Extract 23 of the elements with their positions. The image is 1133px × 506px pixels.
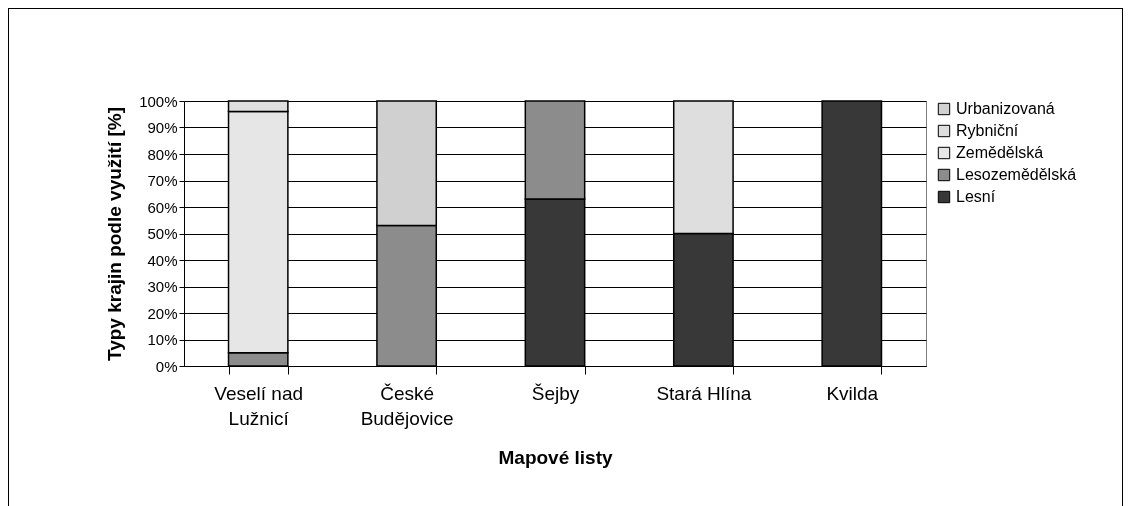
x-tick-label: Kvilda bbox=[826, 382, 879, 404]
legend-label: Zemědělská bbox=[956, 144, 1044, 161]
y-tick-label: 70% bbox=[147, 172, 178, 189]
y-tick-label: 50% bbox=[147, 225, 178, 242]
x-tick-label: Veselí nad Lužnicí bbox=[214, 382, 304, 429]
y-tick-label: 60% bbox=[147, 198, 178, 216]
y-tick-label: 90% bbox=[147, 119, 178, 136]
legend-label: Lesní bbox=[956, 188, 996, 205]
y-axis-title: Typy krajin podle využití [%] bbox=[104, 106, 126, 362]
x-axis-title: Mapové listy bbox=[498, 446, 613, 468]
y-tick-label: 80% bbox=[147, 145, 178, 163]
legend-label: Urbanizovaná bbox=[956, 100, 1055, 117]
x-tick-label: Stará Hlína bbox=[656, 382, 752, 404]
y-tick-label: 40% bbox=[147, 251, 178, 269]
legend-label: Rybniční bbox=[956, 122, 1019, 139]
y-tick-label: 30% bbox=[147, 278, 178, 295]
y-tick-label: 0% bbox=[155, 357, 178, 375]
x-tick-label: České Budějovice bbox=[360, 382, 454, 429]
legend-label: Lesozemědělská bbox=[956, 166, 1077, 183]
y-tick-label: 20% bbox=[147, 304, 178, 322]
x-tick-label: Šejby bbox=[531, 382, 580, 404]
y-tick-label: 100% bbox=[139, 92, 178, 110]
y-tick-label: 10% bbox=[147, 331, 178, 348]
